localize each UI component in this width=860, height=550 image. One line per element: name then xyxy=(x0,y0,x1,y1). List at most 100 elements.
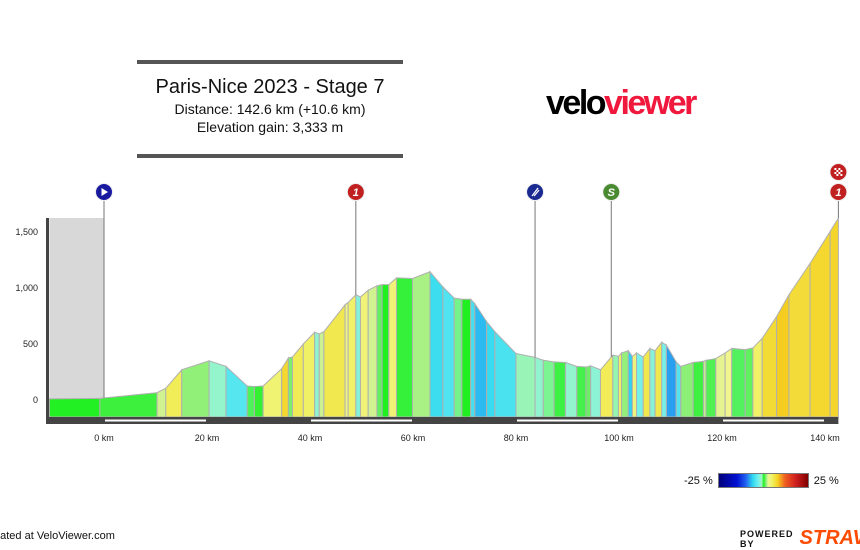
profile-segment xyxy=(776,292,790,418)
veloviewer-logo: veloviewer xyxy=(546,84,697,123)
x-axis-band xyxy=(311,419,412,422)
fork-glyph xyxy=(531,187,539,197)
kom-category-icon xyxy=(346,183,365,201)
profile-segment xyxy=(246,385,255,418)
feed-marker xyxy=(526,183,545,358)
profile-segment xyxy=(291,342,304,418)
knife-glyph xyxy=(533,189,540,197)
x-tick-label: 140 km xyxy=(810,433,840,443)
distance-text: Distance: 142.6 km (+10.6 km) xyxy=(174,101,366,117)
marker-label: S xyxy=(608,187,616,199)
kom-category-icon xyxy=(829,183,848,201)
profile-segment xyxy=(99,392,158,418)
profile-segment xyxy=(323,303,346,418)
profile-segment xyxy=(314,331,320,418)
x-axis-bar xyxy=(47,417,839,424)
profile-segment xyxy=(675,360,682,418)
profile-segment xyxy=(48,397,101,418)
profile-segment xyxy=(359,289,369,418)
kom-marker: 1 xyxy=(346,183,365,295)
legend-max-label: 25 % xyxy=(813,474,839,487)
profile-segment xyxy=(564,361,578,418)
profile-segment xyxy=(474,302,488,418)
kom-marker: 1 xyxy=(829,183,848,218)
x-tick-label: 0 km xyxy=(94,433,114,443)
powered-by-strava: POWERED BY STRAVA xyxy=(740,527,860,550)
checker-square xyxy=(840,170,843,172)
profile-segment xyxy=(208,360,227,418)
profile-segment xyxy=(731,347,746,418)
profile-segment xyxy=(515,352,536,418)
profile-segment xyxy=(715,352,726,418)
x-tick-label: 40 km xyxy=(298,433,323,443)
profile-segment xyxy=(809,229,831,418)
marker-label: 1 xyxy=(835,187,841,199)
profile-segment xyxy=(156,387,167,418)
profile-segment xyxy=(253,385,264,418)
profile-segment xyxy=(388,276,398,418)
profile-segment xyxy=(829,216,839,418)
stage-title: Paris-Nice 2023 - Stage 7 xyxy=(155,76,385,98)
profile-segment xyxy=(287,356,293,418)
y-tick-label: 500 xyxy=(23,339,38,349)
profile-segment xyxy=(705,357,717,418)
profile-segment xyxy=(396,277,413,418)
checker-square xyxy=(836,174,839,176)
profile-segment xyxy=(442,285,455,418)
profile-segment xyxy=(788,261,811,418)
profile-segment xyxy=(429,270,444,418)
profile-segment xyxy=(553,361,566,418)
powered-by-text: POWERED BY xyxy=(740,528,794,549)
profile-segment xyxy=(461,298,472,418)
profile-segment xyxy=(636,352,644,418)
profile-segment xyxy=(302,331,316,418)
y-axis-bar xyxy=(46,218,49,424)
profile-segment xyxy=(367,284,378,418)
profile-segment xyxy=(453,297,463,418)
profile-segment xyxy=(376,284,383,418)
x-axis-band xyxy=(517,419,618,422)
profile-segment xyxy=(534,356,544,418)
x-axis-band xyxy=(723,419,824,422)
sprint-marker: S xyxy=(602,183,621,358)
profile-segment xyxy=(642,347,651,418)
y-tick-label: 1,500 xyxy=(15,227,38,237)
profile-segment xyxy=(621,350,629,418)
profile-segment xyxy=(411,271,431,418)
finish-marker xyxy=(829,163,848,181)
profile-segment xyxy=(752,337,763,418)
logo-part-viewer: viewer xyxy=(604,84,697,122)
y-tick-label: 0 xyxy=(33,395,38,405)
legend-min-label: -25 % xyxy=(684,474,713,487)
profile-segment xyxy=(654,340,663,418)
x-tick-label: 60 km xyxy=(401,433,426,443)
profile-segment xyxy=(494,330,517,418)
checker-square xyxy=(840,174,843,176)
x-tick-label: 80 km xyxy=(504,433,529,443)
profile-segment xyxy=(347,293,357,418)
x-tick-label: 120 km xyxy=(707,433,737,443)
profile-segment xyxy=(631,351,638,418)
checker-square xyxy=(838,168,841,170)
profile-segment xyxy=(585,365,592,418)
elevation-gain-text: Elevation gain: 3,333 m xyxy=(196,119,344,135)
profile-segment xyxy=(627,349,633,418)
logo-part-velo: velo xyxy=(546,84,607,122)
checker-square xyxy=(834,168,837,170)
profile-segment xyxy=(661,341,667,418)
profile-segment xyxy=(612,354,619,418)
start-marker xyxy=(95,183,113,398)
x-axis-band xyxy=(105,419,206,422)
profile-segment xyxy=(599,353,614,418)
marker-label: 1 xyxy=(353,187,359,199)
profile-segment xyxy=(470,297,476,418)
checker-square xyxy=(834,172,837,174)
profile-segment xyxy=(486,320,496,418)
x-tick-label: 20 km xyxy=(195,433,220,443)
profile-segment xyxy=(665,343,677,418)
profile-segment xyxy=(761,314,778,418)
checker-square xyxy=(836,170,839,172)
profile-segment xyxy=(355,293,361,418)
credit-text: eated at VeloViewer.com xyxy=(0,530,115,542)
